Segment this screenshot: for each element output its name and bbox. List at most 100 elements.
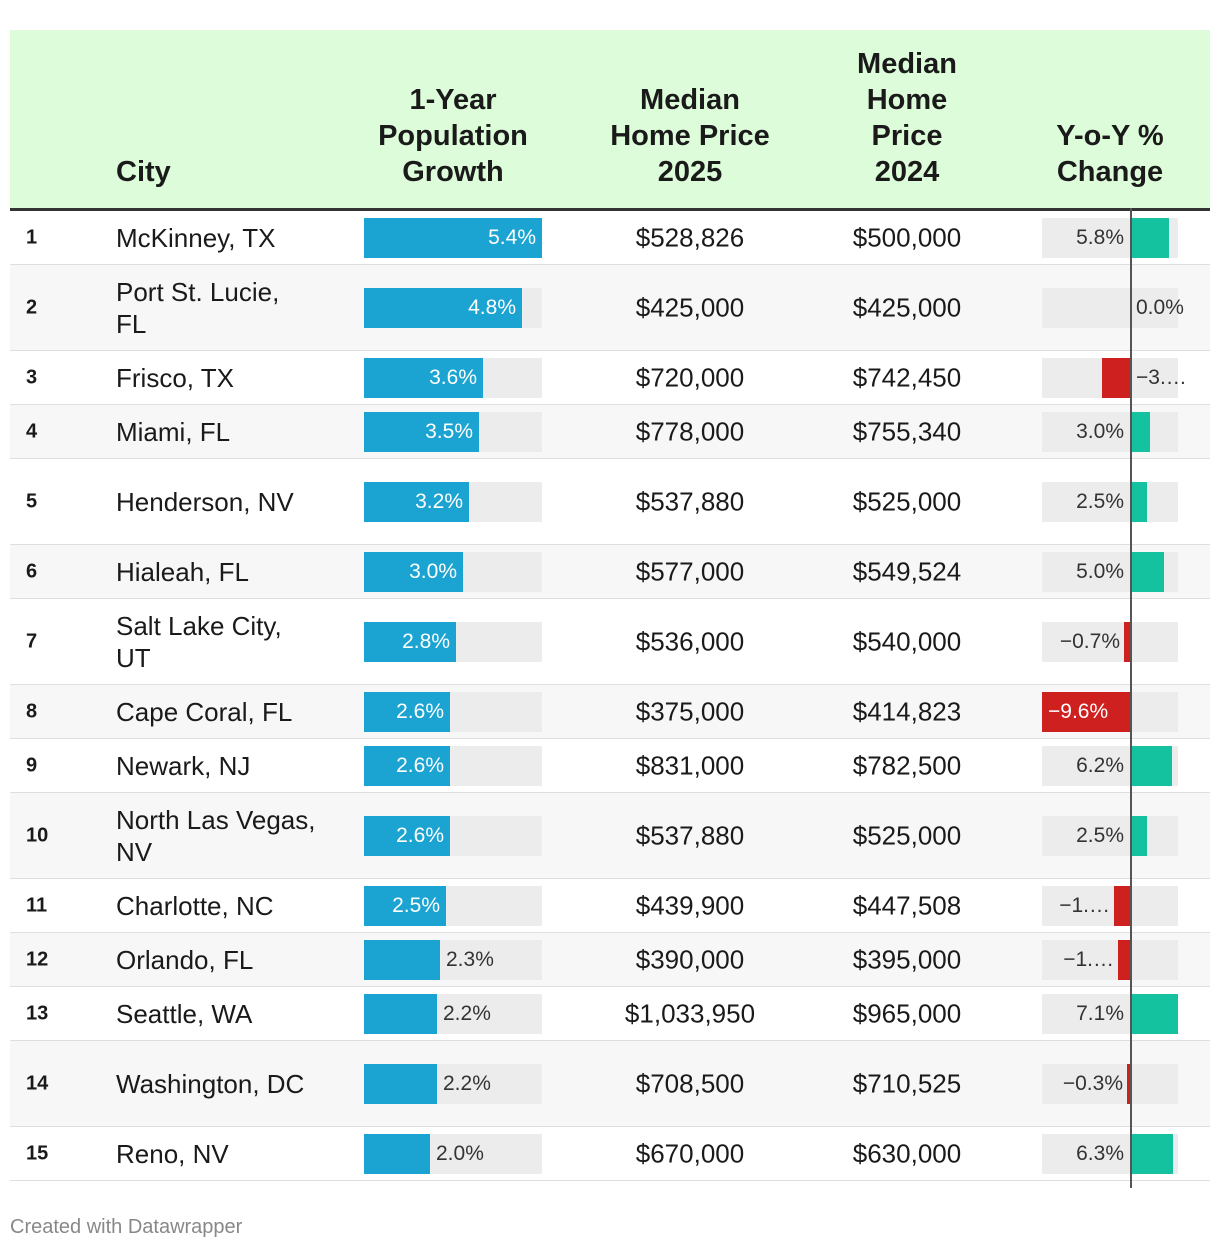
yoy-label: 0.0% bbox=[1136, 295, 1184, 319]
city-cell: Salt Lake City, UT bbox=[116, 610, 282, 673]
pop-growth-bar bbox=[364, 287, 522, 328]
rank-cell: 11 bbox=[26, 894, 48, 916]
yoy-label: −1.… bbox=[1059, 893, 1110, 917]
table-row: 12 Orlando, FL 2.3% $390,000 $395,000 −1.… bbox=[10, 933, 1210, 987]
header-price-2024[interactable]: Median Home Price 2024 bbox=[857, 48, 957, 188]
price-2025-cell: $778,000 bbox=[635, 416, 745, 446]
header-yoy-change[interactable]: Y-o-Y % Change bbox=[1056, 120, 1164, 188]
pop-growth-bar bbox=[364, 939, 440, 980]
yoy-bar bbox=[1042, 691, 1130, 732]
yoy-label: −0.3% bbox=[1062, 1071, 1123, 1095]
yoy-bar bbox=[1124, 621, 1130, 662]
pop-growth-bar bbox=[364, 551, 463, 592]
rank-cell: 3 bbox=[26, 366, 38, 388]
price-2025-cell: $577,000 bbox=[635, 556, 745, 586]
yoy-bar-track: 2.5% bbox=[1042, 481, 1178, 522]
price-2024-cell: $742,450 bbox=[852, 362, 962, 392]
city-cell: Reno, NV bbox=[116, 1138, 229, 1169]
pop-growth-bar-track: 2.2% bbox=[364, 993, 542, 1034]
price-2025-cell: $670,000 bbox=[635, 1138, 745, 1168]
yoy-zero-line bbox=[1130, 208, 1132, 1188]
price-2024-cell: $710,525 bbox=[852, 1068, 962, 1098]
pop-growth-bar-track: 3.5% bbox=[364, 411, 542, 452]
yoy-label: 5.0% bbox=[1076, 559, 1124, 583]
rank-cell: 10 bbox=[26, 824, 49, 846]
price-2025-cell: $708,500 bbox=[635, 1068, 745, 1098]
yoy-bar-track: −0.3% bbox=[1042, 1063, 1178, 1104]
yoy-label: 7.1% bbox=[1076, 1001, 1124, 1025]
pop-growth-bar-track: 4.8% bbox=[364, 287, 542, 328]
table-row: 4 Miami, FL 3.5% $778,000 $755,340 3.0% bbox=[10, 405, 1210, 459]
pop-growth-label: 2.2% bbox=[443, 1071, 491, 1095]
price-2024-cell: $525,000 bbox=[852, 486, 962, 516]
price-2024-cell: $782,500 bbox=[852, 750, 962, 780]
rank-cell: 15 bbox=[26, 1142, 49, 1164]
rank-cell: 14 bbox=[26, 1072, 49, 1094]
pop-growth-bar-track: 3.6% bbox=[364, 357, 542, 398]
yoy-label: 2.5% bbox=[1076, 489, 1124, 513]
city-cell: Hialeah, FL bbox=[116, 556, 249, 587]
yoy-bar-track: 6.2% bbox=[1042, 745, 1178, 786]
pop-growth-bar-track: 2.2% bbox=[364, 1063, 542, 1104]
city-cell: Washington, DC bbox=[116, 1068, 305, 1099]
price-2025-cell: $831,000 bbox=[635, 750, 745, 780]
pop-growth-bar bbox=[364, 815, 450, 856]
table-row: 3 Frisco, TX 3.6% $720,000 $742,450 −3.… bbox=[10, 351, 1210, 405]
yoy-bar bbox=[1130, 411, 1150, 452]
pop-growth-label: 3.6% bbox=[429, 365, 477, 389]
pop-growth-bar-track: 2.6% bbox=[364, 745, 542, 786]
city-cell: Port St. Lucie, FL bbox=[116, 276, 280, 339]
price-2025-cell: $425,000 bbox=[635, 292, 745, 322]
table-row: 6 Hialeah, FL 3.0% $577,000 $549,524 5.0% bbox=[10, 545, 1210, 599]
price-2024-cell: $549,524 bbox=[852, 556, 962, 586]
table-header: City 1-Year Population Growth Median Hom… bbox=[10, 30, 1210, 211]
pop-growth-bar bbox=[364, 691, 450, 732]
yoy-bar bbox=[1130, 481, 1147, 522]
yoy-bar-track: −9.6% bbox=[1042, 691, 1178, 732]
city-cell: North Las Vegas, NV bbox=[116, 804, 316, 867]
data-table: City 1-Year Population Growth Median Hom… bbox=[10, 30, 1210, 1188]
rank-cell: 2 bbox=[26, 296, 38, 318]
pop-growth-bar bbox=[364, 621, 456, 662]
table-row: 7 Salt Lake City, UT 2.8% $536,000 $540,000 −… bbox=[10, 599, 1210, 685]
pop-growth-bar-track: 5.4% bbox=[364, 217, 542, 258]
price-2025-cell: $390,000 bbox=[635, 944, 745, 974]
pop-growth-bar bbox=[364, 993, 437, 1034]
pop-growth-label: 3.2% bbox=[415, 489, 463, 513]
price-2025-cell: $720,000 bbox=[635, 362, 745, 392]
yoy-bar-track: 5.8% bbox=[1042, 217, 1178, 258]
pop-growth-bar-track: 2.8% bbox=[364, 621, 542, 662]
table-row: 15 Reno, NV 2.0% $670,000 $630,000 6.3% bbox=[10, 1127, 1210, 1181]
yoy-bar bbox=[1127, 1063, 1130, 1104]
header-price-2025[interactable]: Median Home Price 2025 bbox=[610, 84, 770, 188]
yoy-label: −3.… bbox=[1136, 365, 1187, 389]
price-2024-cell: $965,000 bbox=[852, 998, 962, 1028]
pop-growth-bar bbox=[364, 1133, 430, 1174]
yoy-label: 3.0% bbox=[1076, 419, 1124, 443]
yoy-bar-track: −0.7% bbox=[1042, 621, 1178, 662]
city-cell: Miami, FL bbox=[116, 416, 231, 447]
pop-growth-bar bbox=[364, 357, 483, 398]
rank-cell: 13 bbox=[26, 1002, 49, 1024]
rank-cell: 6 bbox=[26, 560, 38, 582]
pop-growth-label: 2.0% bbox=[436, 1141, 484, 1165]
pop-growth-bar bbox=[364, 1063, 437, 1104]
pop-growth-label: 3.5% bbox=[425, 419, 473, 443]
header-city[interactable]: City bbox=[116, 156, 171, 188]
rank-cell: 9 bbox=[26, 754, 38, 776]
yoy-label: 2.5% bbox=[1076, 823, 1124, 847]
pop-growth-bar-track: 2.3% bbox=[364, 939, 542, 980]
pop-growth-bar bbox=[364, 745, 450, 786]
yoy-bar bbox=[1130, 551, 1164, 592]
pop-growth-bar bbox=[364, 217, 542, 258]
city-cell: Seattle, WA bbox=[116, 998, 253, 1029]
rank-cell: 8 bbox=[26, 700, 38, 722]
pop-growth-label: 2.6% bbox=[396, 699, 444, 723]
pop-growth-bar-track: 2.5% bbox=[364, 885, 542, 926]
header-population-growth[interactable]: 1-Year Population Growth bbox=[378, 84, 528, 188]
yoy-bar bbox=[1130, 993, 1178, 1034]
city-cell: Charlotte, NC bbox=[116, 890, 274, 921]
price-2025-cell: $537,880 bbox=[635, 486, 745, 516]
pop-growth-bar bbox=[364, 481, 469, 522]
rank-cell: 12 bbox=[26, 948, 49, 970]
